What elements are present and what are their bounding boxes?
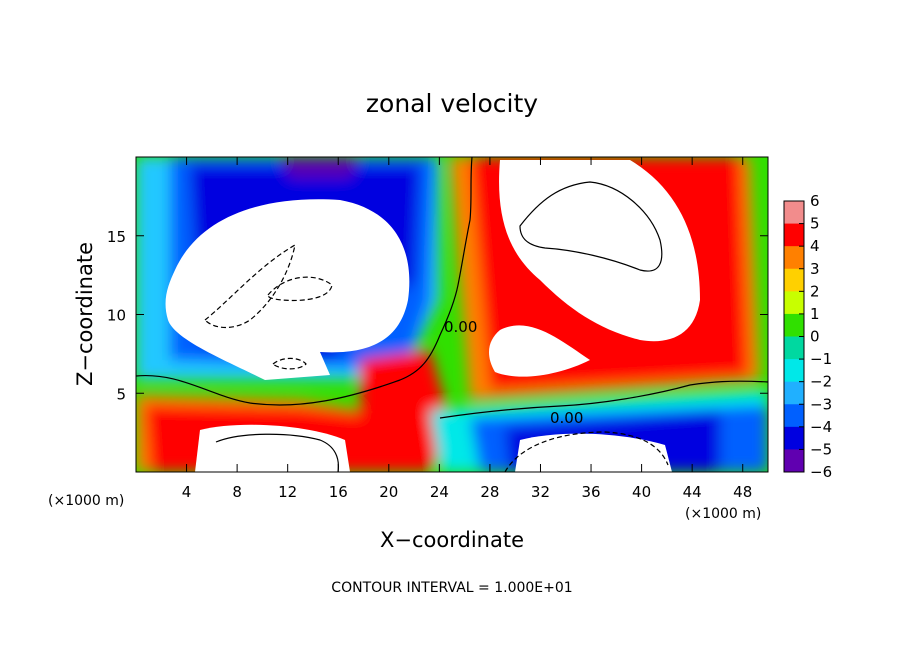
colorbar-label: 4 (810, 237, 820, 255)
colorbar-swatch (784, 359, 804, 383)
x-tick-label: 48 (733, 483, 752, 501)
colorbar-label: −2 (810, 373, 832, 391)
colorbar-label: 1 (810, 305, 820, 323)
colorbar-swatch (784, 201, 804, 225)
colorbar-label: −6 (810, 463, 832, 481)
x-tick-label: 4 (182, 483, 192, 501)
x-tick-label: 36 (581, 483, 600, 501)
y-tick-label: 10 (107, 307, 126, 325)
colorbar-swatch (784, 404, 804, 428)
colorbar-label: −3 (810, 395, 832, 413)
colorbar-label: 6 (810, 192, 820, 210)
colorbar-swatch (784, 246, 804, 270)
colorbar-swatch (784, 291, 804, 315)
y-axis-label: Z−coordinate (73, 242, 97, 386)
colorbar-label: −5 (810, 440, 832, 458)
colorbar-label: 2 (810, 282, 820, 300)
heatmap-field (136, 157, 768, 472)
colorbar-swatch (784, 426, 804, 450)
colorbar-label: −1 (810, 350, 832, 368)
x-axis: 4 8 12 16 20 24 28 32 36 40 44 48 (182, 157, 752, 501)
plot-area: 0.00 0.00 (136, 157, 768, 472)
colorbar-swatch (784, 381, 804, 405)
colorbar-label: −4 (810, 418, 832, 436)
contour-interval-text: CONTOUR INTERVAL = 1.000E+01 (331, 580, 572, 596)
x-unit-label-right: (×1000 m) (685, 506, 761, 522)
x-tick-label: 12 (278, 483, 297, 501)
colorbar-label: 5 (810, 215, 820, 233)
y-tick-label: 15 (107, 228, 126, 246)
x-tick-label: 32 (531, 483, 550, 501)
contour-label: 0.00 (550, 409, 583, 427)
x-tick-label: 28 (480, 483, 499, 501)
colorbar-swatch (784, 313, 804, 337)
y-axis: 5 10 15 (107, 228, 768, 403)
colorbar-label: 3 (810, 260, 820, 278)
colorbar-swatch (784, 223, 804, 247)
contour-label: 0.00 (444, 318, 477, 336)
x-unit-label-left: (×1000 m) (48, 493, 124, 509)
colorbar-label: 0 (810, 328, 820, 346)
x-tick-label: 16 (329, 483, 348, 501)
y-tick-label: 5 (116, 385, 126, 403)
contour-lines (136, 157, 768, 472)
x-tick-label: 44 (683, 483, 702, 501)
x-tick-label: 20 (379, 483, 398, 501)
x-tick-label: 24 (430, 483, 449, 501)
x-tick-label: 40 (632, 483, 651, 501)
colorbar-swatch (784, 268, 804, 292)
colorbar-swatch (784, 336, 804, 360)
chart-title: zonal velocity (366, 89, 538, 118)
colorbar-swatch (784, 449, 804, 473)
x-axis-label: X−coordinate (380, 528, 524, 552)
x-tick-label: 8 (232, 483, 242, 501)
colorbar: 6 5 4 3 2 1 0 −1 −2 −3 −4 −5 −6 (783, 192, 832, 481)
